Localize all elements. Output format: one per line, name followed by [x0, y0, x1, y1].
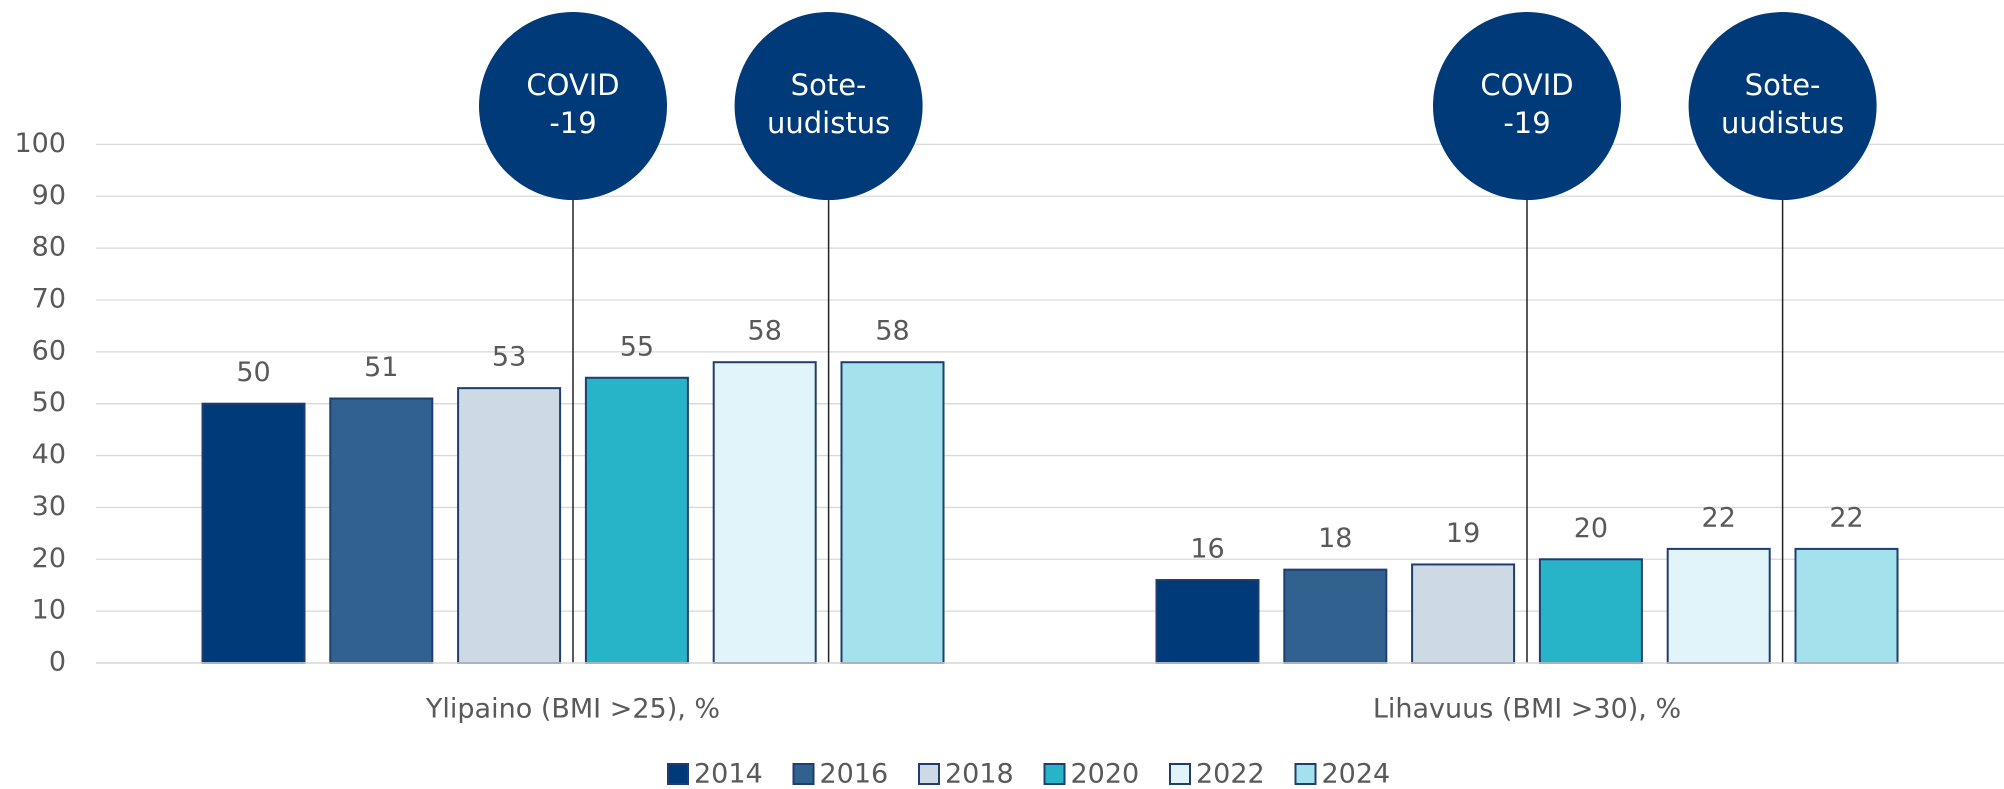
bar [840, 361, 945, 664]
y-tick-label: 80 [32, 232, 66, 263]
data-label: 22 [1702, 502, 1736, 533]
annotation-circle [1688, 12, 1877, 200]
data-label: 53 [492, 342, 526, 373]
legend-swatch [667, 763, 689, 785]
legend-swatch [792, 763, 815, 785]
y-tick-label: 30 [32, 491, 66, 522]
data-label: 51 [364, 352, 398, 383]
legend-swatch [1169, 763, 1191, 785]
data-label: 22 [1829, 502, 1863, 533]
bar [584, 376, 689, 664]
annotation-text: uudistus [767, 106, 890, 140]
legend-swatch [1294, 763, 1317, 785]
annotation-text: COVID [1480, 68, 1573, 102]
y-tick-label: 40 [32, 439, 66, 470]
y-tick-label: 70 [32, 283, 66, 314]
annotation-text: uudistus [1721, 106, 1844, 140]
annotation-text: Sote- [1745, 68, 1821, 102]
annotation-text: COVID [526, 68, 619, 102]
legend-swatch [918, 763, 940, 785]
bar [1411, 563, 1516, 664]
y-tick-label: 90 [32, 180, 66, 211]
annotation-text: Sote- [791, 68, 867, 102]
bar [1283, 568, 1388, 664]
annotation-circle [1433, 12, 1621, 200]
legend-label: 2020 [1071, 759, 1140, 789]
data-label: 58 [748, 316, 782, 347]
data-label: 20 [1574, 513, 1608, 544]
bar [1794, 547, 1899, 665]
bar [1155, 579, 1260, 664]
data-label: 50 [236, 357, 270, 388]
x-tick-label: Lihavuus (BMI >30), % [1373, 694, 1681, 725]
legend-swatch [1043, 763, 1066, 785]
y-tick-label: 100 [14, 128, 66, 159]
bar [712, 361, 817, 664]
legend-label: 2024 [1322, 759, 1391, 789]
legend-label: 2016 [820, 759, 889, 789]
annotation-circle [479, 12, 667, 200]
annotation-circle [734, 12, 923, 200]
data-label: 55 [620, 331, 654, 362]
data-label: 16 [1190, 534, 1224, 565]
y-tick-label: 20 [32, 543, 66, 574]
x-tick-label: Ylipaino (BMI >25), % [425, 694, 720, 725]
annotation-text: -19 [1503, 106, 1550, 140]
bar [1666, 547, 1771, 665]
y-tick-label: 10 [32, 595, 66, 626]
bar [457, 387, 562, 664]
data-label: 18 [1318, 523, 1352, 554]
y-tick-label: 50 [32, 387, 66, 418]
annotation-text: -19 [549, 106, 596, 140]
data-label: 19 [1446, 518, 1480, 549]
legend-label: 2022 [1196, 759, 1265, 789]
legend-label: 2014 [694, 759, 763, 789]
bar [201, 402, 306, 664]
bar [1538, 558, 1643, 665]
bar [329, 397, 434, 664]
y-tick-label: 0 [49, 647, 66, 678]
y-tick-label: 60 [32, 335, 66, 366]
legend-label: 2018 [945, 759, 1014, 789]
data-label: 58 [875, 316, 909, 347]
